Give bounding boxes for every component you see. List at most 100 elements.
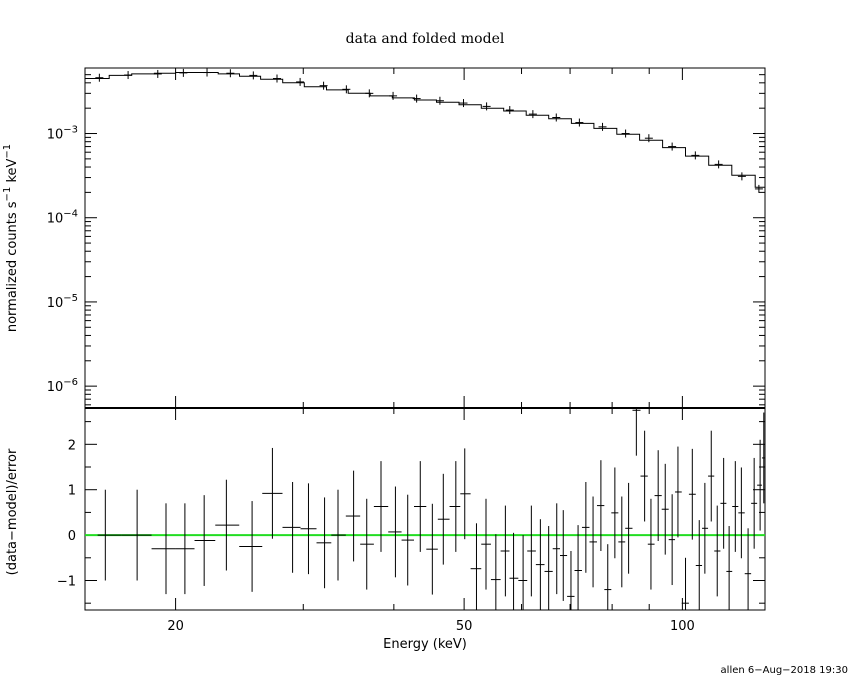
residual-point <box>449 461 461 552</box>
spectrum-panel-frame <box>84 67 766 409</box>
y-tick-label-spectrum: 10−3 <box>47 125 78 143</box>
y-tick-label-spectrum: 10−4 <box>47 209 78 227</box>
chart-title: data and folded model <box>346 31 505 47</box>
data-point <box>296 77 305 86</box>
residual-point <box>426 503 438 595</box>
residual-data <box>85 408 765 610</box>
data-point <box>389 91 398 100</box>
residual-point <box>97 489 122 581</box>
data-point <box>528 110 537 119</box>
residual-point <box>239 501 263 592</box>
residual-point <box>481 498 491 590</box>
data-point <box>621 129 630 138</box>
y-tick-label-residual: 1 <box>68 484 76 499</box>
residual-point <box>373 461 389 552</box>
x-tick-label: 50 <box>456 619 473 634</box>
y-tick-label-spectrum: 10−6 <box>47 377 78 395</box>
residual-point <box>681 557 689 610</box>
data-point <box>691 151 700 160</box>
data-point <box>482 102 491 111</box>
x-axis-label: Energy (keV) <box>383 637 467 652</box>
residual-point <box>675 446 682 538</box>
data-point <box>754 184 763 193</box>
residual-point <box>695 520 703 610</box>
data-point <box>124 71 133 80</box>
x-tick-label: 100 <box>670 619 695 634</box>
residual-point <box>518 535 528 610</box>
residual-point <box>316 497 332 589</box>
data-point <box>644 134 653 143</box>
x-tick-label: 20 <box>167 619 184 634</box>
residual-point <box>720 457 727 549</box>
residual-point <box>574 525 582 610</box>
residual-point <box>544 526 553 610</box>
data-point <box>365 89 374 98</box>
spectrum-axes: 10−3 10−4 10−5 10−6 <box>47 67 765 408</box>
data-point <box>598 122 607 131</box>
residual-point <box>300 483 317 575</box>
residual-point <box>702 482 709 574</box>
data-point <box>435 96 444 105</box>
residual-point <box>640 430 648 522</box>
spectrum-data <box>85 68 765 193</box>
data-point <box>203 68 212 77</box>
residual-point <box>215 479 240 571</box>
residual-point <box>589 496 597 588</box>
data-point <box>319 81 328 90</box>
data-point <box>226 69 235 78</box>
residual-point <box>388 486 402 578</box>
residual-point <box>604 544 612 610</box>
data-point <box>459 99 468 108</box>
data-point <box>737 172 746 181</box>
residual-point <box>611 467 619 559</box>
data-point <box>342 85 351 94</box>
residual-point <box>500 505 510 597</box>
data-point <box>412 94 421 103</box>
residual-point <box>596 460 605 551</box>
data-point <box>668 142 677 151</box>
residual-point <box>282 481 301 573</box>
residual-point <box>647 498 655 590</box>
residual-point <box>345 470 361 562</box>
residual-point <box>552 503 560 595</box>
residual-point <box>121 489 152 581</box>
y-tick-label-spectrum: 10−5 <box>47 293 78 311</box>
residual-point <box>413 461 427 552</box>
y-axis-label-spectrum: normalized counts s−1 keV−1 <box>2 144 20 332</box>
residual-point <box>714 505 721 597</box>
residual-point <box>535 519 545 610</box>
residual-point <box>618 496 626 588</box>
residual-point <box>726 526 733 610</box>
residual-point <box>194 495 216 586</box>
residual-point <box>688 448 696 540</box>
residual-point <box>661 463 669 555</box>
folded-model-line <box>85 72 765 188</box>
residual-point <box>527 505 536 597</box>
residual-point <box>744 528 752 610</box>
residual-point <box>175 503 195 595</box>
residual-point <box>151 503 176 595</box>
residual-point <box>331 489 346 581</box>
y-axis-label-residual: (data−model)/error <box>5 448 20 575</box>
footer-stamp: allen 6−Aug−2018 19:30 <box>721 665 848 676</box>
data-point <box>552 113 561 122</box>
residual-point <box>732 461 739 552</box>
residual-point <box>401 494 414 586</box>
data-point <box>273 74 282 83</box>
data-point <box>505 106 514 115</box>
residual-point <box>761 412 765 504</box>
data-point <box>153 69 162 78</box>
residual-point <box>757 439 762 531</box>
data-point <box>714 160 723 169</box>
residual-point <box>360 498 374 590</box>
residual-point <box>470 523 482 610</box>
residual-point <box>625 482 633 574</box>
data-point <box>575 118 584 127</box>
residual-point <box>437 473 450 565</box>
data-point <box>249 71 258 80</box>
y-tick-label-residual: −1 <box>57 574 76 589</box>
residual-point <box>262 447 283 539</box>
residual-point <box>632 408 641 456</box>
residual-point <box>708 430 715 522</box>
